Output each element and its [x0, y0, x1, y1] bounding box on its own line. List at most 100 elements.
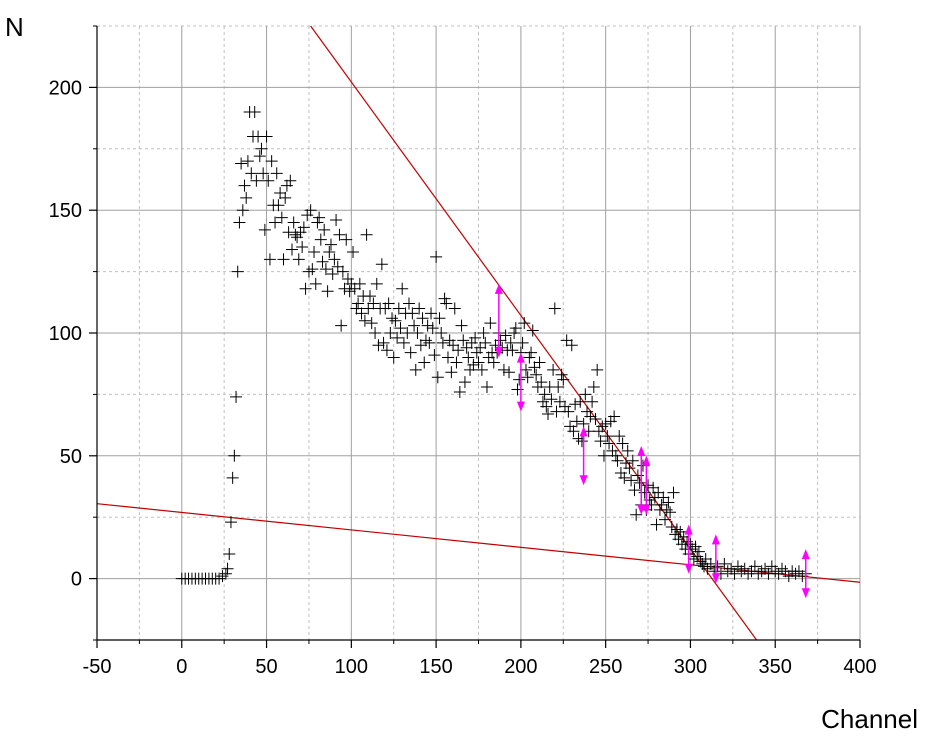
- error-bar-down-arrow: [637, 504, 646, 515]
- data-point: [511, 383, 524, 396]
- data-point: [494, 334, 507, 347]
- x-tick-label: 100: [335, 656, 368, 678]
- data-point: [475, 363, 488, 376]
- data-point: [460, 341, 473, 354]
- data-point: [674, 525, 687, 538]
- data-point: [394, 322, 407, 335]
- data-point: [745, 565, 758, 578]
- data-point: [245, 167, 258, 180]
- data-point: [379, 302, 392, 315]
- data-point: [248, 105, 261, 118]
- data-point: [302, 265, 315, 278]
- error-bars: [494, 283, 810, 599]
- data-point: [430, 250, 443, 263]
- data-point: [772, 567, 785, 580]
- data-point: [638, 486, 651, 499]
- data-point: [413, 302, 426, 315]
- data-point: [660, 503, 673, 516]
- data-point: [240, 191, 253, 204]
- x-tick-label: 0: [176, 656, 187, 678]
- data-point: [347, 245, 360, 258]
- error-bar-down-arrow: [684, 563, 693, 574]
- data-point: [596, 420, 609, 433]
- x-tick-label: 400: [843, 656, 876, 678]
- data-point: [404, 346, 417, 359]
- data-point: [409, 363, 422, 376]
- data-point: [452, 344, 465, 357]
- data-point: [297, 221, 310, 234]
- data-point: [564, 420, 577, 433]
- data-point: [623, 462, 636, 475]
- data-point: [284, 174, 297, 187]
- error-bar-down-arrow: [801, 588, 810, 599]
- data-point: [484, 317, 497, 330]
- data-point: [233, 216, 246, 229]
- data-point: [319, 263, 332, 276]
- data-point: [519, 363, 532, 376]
- data-point: [455, 319, 468, 332]
- data-point: [238, 179, 251, 192]
- data-point: [609, 449, 622, 462]
- data-point: [691, 550, 704, 563]
- data-point: [503, 366, 516, 379]
- data-point: [308, 245, 321, 258]
- data-point: [525, 346, 538, 359]
- data-point: [762, 567, 775, 580]
- data-point: [792, 565, 805, 578]
- data-point: [659, 513, 672, 526]
- data-point: [389, 314, 402, 327]
- data-point: [499, 329, 512, 342]
- data-point: [591, 363, 604, 376]
- data-point: [292, 253, 305, 266]
- data-point: [748, 560, 761, 573]
- error-bar: [637, 445, 646, 515]
- error-bar: [711, 534, 720, 584]
- data-point: [263, 253, 276, 266]
- error-bar-up-arrow: [579, 426, 588, 437]
- data-point: [279, 191, 292, 204]
- error-bar-up-arrow: [642, 455, 651, 466]
- data-point: [738, 562, 751, 575]
- data-point: [314, 233, 327, 246]
- error-bar: [579, 426, 588, 486]
- data-point: [581, 405, 594, 418]
- data-point: [538, 388, 551, 401]
- data-point: [336, 265, 349, 278]
- data-point: [575, 435, 588, 448]
- data-point: [333, 228, 346, 241]
- data-point: [467, 358, 480, 371]
- data-point: [326, 268, 339, 281]
- data-point: [443, 334, 456, 347]
- data-point: [526, 324, 539, 337]
- data-point: [328, 253, 341, 266]
- data-point: [530, 368, 543, 381]
- data-point: [669, 528, 682, 541]
- data-point: [535, 376, 548, 389]
- data-point: [384, 327, 397, 339]
- data-point: [358, 314, 371, 327]
- data-point: [625, 474, 638, 487]
- error-bar-down-arrow: [516, 401, 525, 412]
- data-point: [228, 449, 241, 462]
- data-point: [392, 302, 405, 315]
- data-point: [769, 565, 782, 578]
- data-point: [606, 444, 619, 457]
- data-point: [372, 339, 385, 352]
- data-point: [289, 228, 302, 241]
- y-tick-label: 0: [71, 569, 82, 591]
- data-point: [260, 130, 273, 143]
- data-point: [241, 155, 254, 168]
- data-point: [348, 282, 361, 295]
- data-point: [213, 572, 226, 585]
- data-point: [469, 331, 482, 344]
- data-point: [438, 292, 451, 305]
- error-bar-up-arrow: [801, 549, 810, 560]
- data-point: [755, 565, 768, 578]
- data-point: [391, 331, 404, 344]
- data-point: [725, 562, 738, 575]
- error-bar: [516, 352, 525, 412]
- data-point: [579, 388, 592, 401]
- data-point: [425, 307, 438, 320]
- error-bar-up-arrow: [684, 524, 693, 535]
